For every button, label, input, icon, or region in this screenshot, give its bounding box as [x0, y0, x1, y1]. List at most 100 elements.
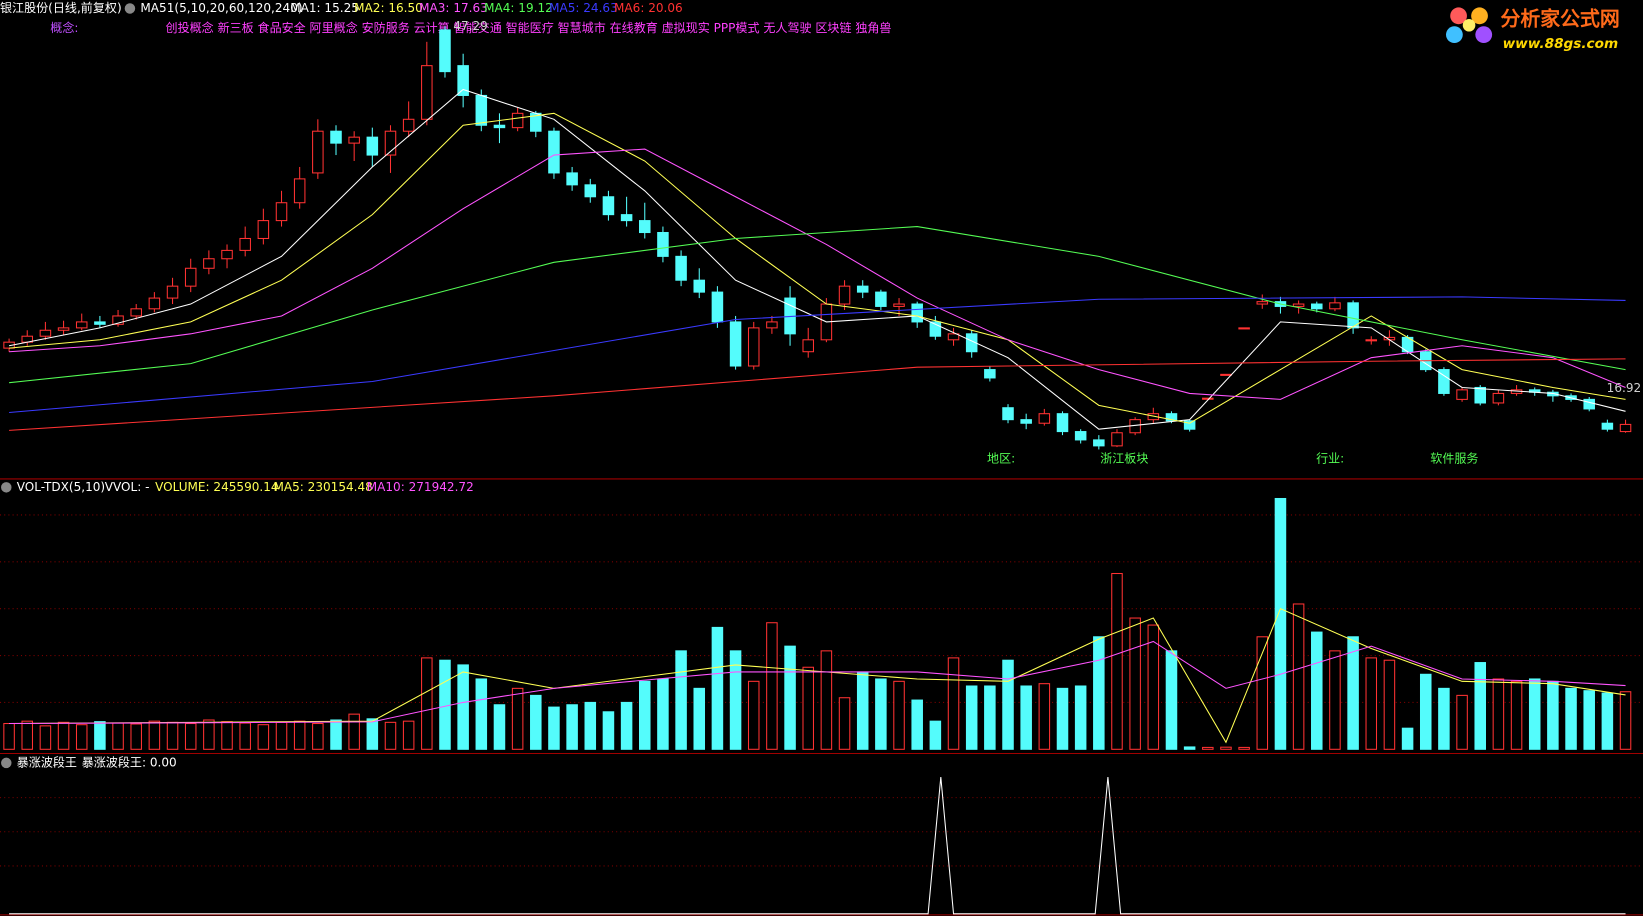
volume-bar — [929, 720, 942, 750]
volume-bar — [94, 721, 106, 750]
volume-bar — [965, 685, 978, 750]
volume-bar — [1292, 603, 1305, 750]
candle-body — [1292, 303, 1305, 307]
volume-bar — [693, 687, 706, 750]
volume-bar — [838, 697, 851, 750]
industry: 软件服务 — [1430, 451, 1478, 466]
concepts: 创投概念 新三板 食品安全 阿里概念 安防服务 云计算 智能交通 智能医疗 智慧… — [166, 20, 892, 35]
logo-petal — [1450, 7, 1467, 25]
candle-body — [1183, 420, 1196, 430]
candle-body — [620, 214, 633, 222]
volume-bar — [1074, 685, 1087, 750]
volume-bar — [475, 678, 488, 750]
ma-line — [8, 88, 1626, 430]
volume-bar — [421, 657, 433, 750]
volume-bar — [711, 626, 724, 750]
volume-bar — [348, 713, 360, 750]
volume-bar — [1547, 680, 1559, 750]
volume-bar — [1528, 678, 1541, 750]
candle-body — [75, 321, 88, 329]
candle-body — [1074, 431, 1087, 441]
volume-bar — [439, 659, 451, 750]
annotation: 16.92 — [1607, 381, 1642, 395]
candle-body — [639, 220, 651, 234]
legend-entry: MA5: 230154.48 — [273, 480, 372, 494]
logo: 分析家公式网 www.88gs.com — [1446, 7, 1620, 52]
volume-bar — [1129, 617, 1141, 750]
volume-subtitle: VVOL: - — [105, 480, 150, 494]
volume-bar — [639, 680, 651, 750]
volume-bar — [1401, 727, 1414, 750]
volume-bar — [402, 720, 415, 750]
candle-body — [1056, 413, 1069, 433]
volume-bar — [856, 671, 869, 750]
legend-entry: MA4: 19.12 — [484, 1, 553, 15]
volume-bar — [1202, 746, 1214, 750]
candle-body — [1256, 301, 1269, 305]
volume-bar — [1347, 636, 1359, 750]
legend-entry: MA6: 20.06 — [614, 1, 683, 15]
volume-bar — [1601, 692, 1614, 750]
legend-entry: MA1: 15.25 — [290, 1, 359, 15]
volume-bar — [984, 685, 996, 750]
volume-value: VOLUME: 245590.14 — [155, 480, 278, 494]
candle-body — [747, 327, 760, 367]
logo-center — [1462, 18, 1476, 32]
volume-bar — [566, 704, 578, 750]
volume-bar — [911, 699, 923, 750]
candle-body — [657, 231, 669, 257]
volume-bar — [112, 722, 124, 750]
menu-icon[interactable] — [1, 757, 12, 769]
volume-bar — [1183, 746, 1196, 750]
region-label: 地区: — [987, 452, 1015, 466]
menu-icon[interactable] — [124, 3, 136, 14]
annotation: 47.29 — [453, 19, 488, 33]
volume-bar — [366, 718, 379, 750]
indicator-name: MA51(5,10,20,60,120,240) — [140, 1, 302, 15]
candle-body — [1111, 432, 1123, 447]
logo-petal — [1446, 26, 1463, 44]
volume-bar — [184, 722, 197, 750]
ma-line — [9, 640, 1626, 725]
volume-bar — [21, 720, 34, 750]
ma-line — [9, 358, 1626, 431]
volume-bar — [1238, 746, 1250, 750]
volume-bar — [1147, 624, 1160, 750]
volume-bar — [384, 721, 397, 750]
volume-bar — [257, 724, 270, 750]
candle-body — [1601, 422, 1614, 430]
ma-line — [9, 226, 1626, 384]
candle-body — [1238, 327, 1250, 330]
candle-body — [548, 130, 560, 174]
volume-bar — [620, 701, 633, 750]
volume-bar — [130, 723, 142, 750]
candle-body — [1492, 392, 1505, 404]
volume-bar — [166, 721, 179, 750]
volume-bar — [330, 719, 342, 750]
candle-body — [838, 285, 851, 305]
volume-bar — [893, 680, 905, 750]
candle-body — [275, 202, 288, 222]
candle-body — [439, 29, 451, 73]
volume-bar — [75, 724, 88, 750]
candle-body — [1583, 398, 1595, 410]
candle-body — [511, 112, 524, 129]
volume-title: VOL-TDX(5,10) — [17, 480, 105, 494]
volume-bar — [1002, 659, 1014, 750]
volume-bar — [947, 657, 960, 750]
volume-bar — [1383, 659, 1396, 750]
candle-body — [366, 136, 379, 156]
volume-bar — [1365, 657, 1378, 750]
candle-body — [729, 321, 742, 367]
candle-body — [711, 291, 724, 323]
volume-bar — [1220, 746, 1232, 750]
volume-bar — [1492, 678, 1505, 750]
candle-body — [1547, 391, 1559, 397]
volume-bar — [548, 706, 560, 750]
menu-icon[interactable] — [1, 482, 12, 493]
candle-body — [239, 237, 251, 251]
volume-bar — [1093, 636, 1105, 750]
volume-bar — [1474, 662, 1486, 750]
candle-body — [675, 255, 687, 281]
